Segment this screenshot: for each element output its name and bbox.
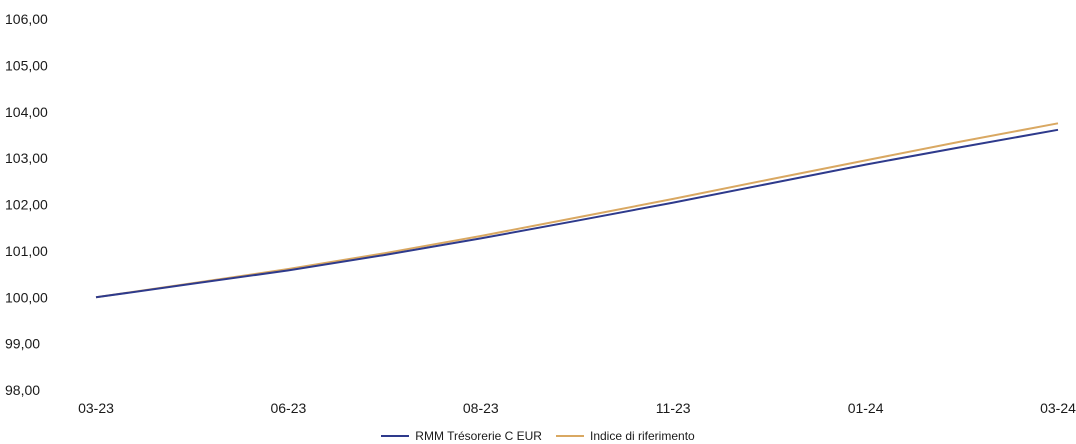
y-tick-label: 100,00 xyxy=(5,289,48,305)
x-tick-label: 08-23 xyxy=(463,400,499,416)
y-tick-label: 103,00 xyxy=(5,150,48,166)
legend-swatch-series-2 xyxy=(555,435,584,437)
y-axis: 98,00 99,00 100,00 101,00 102,00 103,00 104,00… xyxy=(5,11,48,398)
series-line-fund xyxy=(95,128,1059,299)
y-tick-label: 106,00 xyxy=(5,11,48,27)
legend-swatch-series-1 xyxy=(381,435,410,437)
x-tick-label: 03-24 xyxy=(1040,400,1076,416)
x-tick-label: 11-23 xyxy=(656,400,691,416)
series-layer xyxy=(95,122,1059,299)
x-tick-label: 01-24 xyxy=(848,400,884,416)
legend-item-series-1[interactable]: RMM Trésorerie C EUR xyxy=(381,429,542,443)
x-tick-label: 06-23 xyxy=(270,400,306,416)
y-tick-label: 99,00 xyxy=(5,336,40,352)
legend-label-series-1: RMM Trésorerie C EUR xyxy=(415,429,542,443)
legend-item-series-2[interactable]: Indice di riferimento xyxy=(555,429,695,443)
series-line-benchmark xyxy=(95,122,1059,299)
legend-label-series-2: Indice di riferimento xyxy=(589,429,695,443)
legend: RMM Trésorerie C EUR Indice di riferimen… xyxy=(0,428,1076,444)
y-tick-label: 98,00 xyxy=(5,382,40,398)
y-tick-label: 102,00 xyxy=(5,197,48,213)
y-tick-label: 105,00 xyxy=(5,57,48,73)
y-tick-label: 104,00 xyxy=(5,104,48,120)
x-tick-label: 03-23 xyxy=(78,400,114,416)
y-tick-label: 101,00 xyxy=(5,243,48,259)
x-axis: 03-23 06-23 08-23 11-23 01-24 03-24 xyxy=(78,400,1076,416)
